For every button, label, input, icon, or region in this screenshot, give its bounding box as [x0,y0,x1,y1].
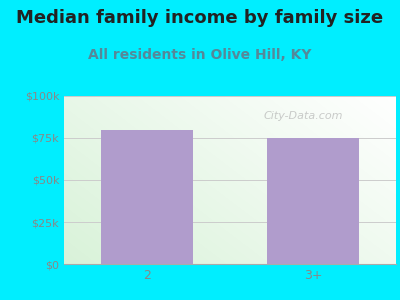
Text: All residents in Olive Hill, KY: All residents in Olive Hill, KY [88,48,312,62]
Bar [267,138,359,264]
Text: City-Data.com: City-Data.com [263,111,343,121]
Bar [101,130,193,264]
Text: Median family income by family size: Median family income by family size [16,9,384,27]
